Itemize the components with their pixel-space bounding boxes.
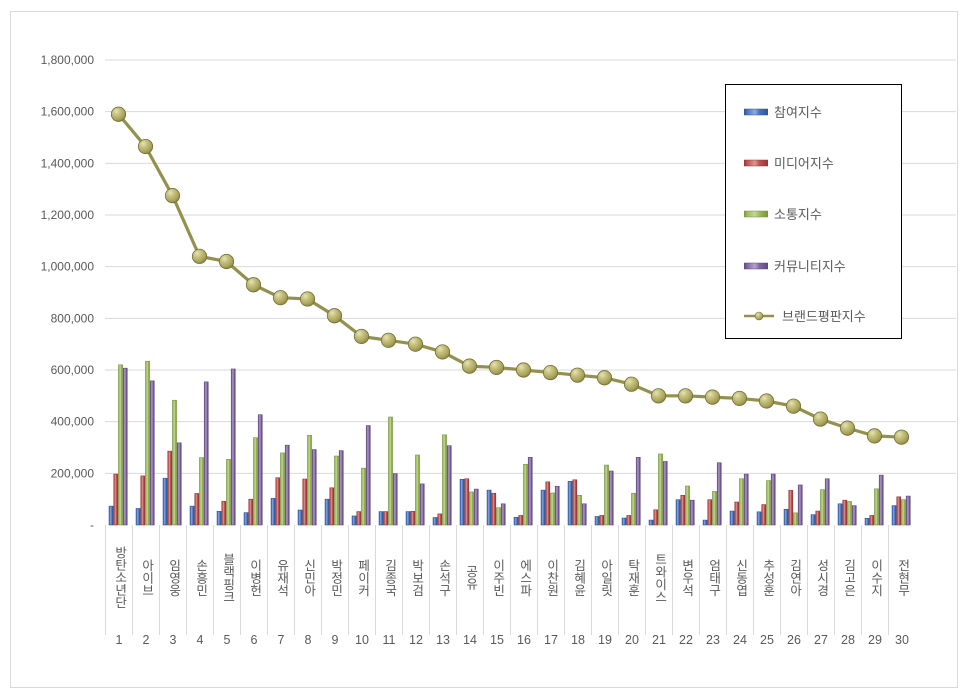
svg-text:400,000: 400,000 — [51, 415, 95, 429]
svg-text:600,000: 600,000 — [51, 363, 95, 377]
svg-text:1,800,000: 1,800,000 — [41, 53, 95, 67]
svg-text:1,200,000: 1,200,000 — [41, 208, 95, 222]
svg-text:-: - — [90, 518, 94, 532]
svg-text:1,400,000: 1,400,000 — [41, 156, 95, 170]
svg-text:1,600,000: 1,600,000 — [41, 105, 95, 119]
svg-text:800,000: 800,000 — [51, 311, 95, 325]
svg-text:1,000,000: 1,000,000 — [41, 260, 95, 274]
svg-text:200,000: 200,000 — [51, 466, 95, 480]
